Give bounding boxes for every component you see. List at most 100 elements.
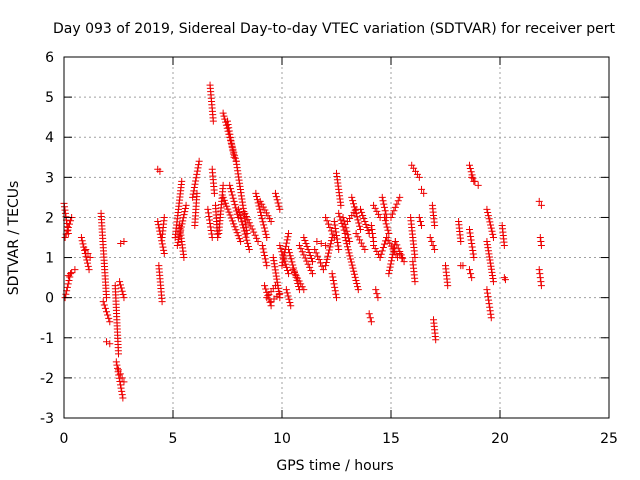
data-point xyxy=(309,270,317,278)
data-point xyxy=(225,208,233,216)
data-point xyxy=(226,130,234,138)
data-point xyxy=(465,266,473,274)
data-point xyxy=(388,210,396,218)
data-point xyxy=(457,238,465,246)
data-point xyxy=(371,245,379,253)
data-point xyxy=(317,240,325,248)
data-point xyxy=(77,234,85,241)
data-point xyxy=(489,278,497,286)
data-point xyxy=(66,273,74,281)
data-point xyxy=(369,234,377,241)
data-point xyxy=(283,239,291,247)
data-point xyxy=(467,270,475,278)
data-point xyxy=(306,263,314,271)
data-point xyxy=(274,199,282,207)
data-point xyxy=(350,200,358,208)
data-point xyxy=(468,243,476,251)
data-point xyxy=(233,229,241,237)
data-point xyxy=(278,262,286,270)
data-point xyxy=(333,231,340,239)
data-point xyxy=(309,258,317,266)
data-point xyxy=(182,201,190,209)
data-point xyxy=(290,264,298,272)
data-point xyxy=(158,298,166,306)
data-point xyxy=(489,234,497,241)
data-point xyxy=(465,161,473,169)
data-point xyxy=(117,284,125,292)
data-point xyxy=(373,207,381,215)
data-point xyxy=(244,216,252,224)
y-tick-label: -2 xyxy=(40,371,54,387)
data-point xyxy=(280,252,288,260)
data-point xyxy=(180,211,188,219)
data-point xyxy=(214,234,222,241)
data-point xyxy=(179,217,187,225)
data-point xyxy=(386,239,394,247)
data-point xyxy=(329,273,337,281)
data-point xyxy=(273,275,281,283)
data-point xyxy=(352,276,360,284)
data-point xyxy=(285,270,293,278)
data-point xyxy=(469,250,477,258)
data-point xyxy=(301,237,309,245)
data-point xyxy=(336,213,344,221)
data-point xyxy=(536,270,544,278)
data-point xyxy=(326,243,334,251)
data-point xyxy=(273,278,281,286)
data-point xyxy=(231,223,239,231)
data-point xyxy=(486,256,494,264)
data-point xyxy=(209,117,217,125)
data-point xyxy=(220,112,228,120)
data-point xyxy=(283,263,291,271)
x-tick-label: 10 xyxy=(273,431,291,447)
data-point xyxy=(219,181,227,189)
data-point xyxy=(288,258,296,266)
data-point xyxy=(418,185,426,193)
data-point xyxy=(297,280,305,288)
data-point xyxy=(387,213,395,221)
data-point xyxy=(363,223,371,231)
data-point xyxy=(332,228,340,236)
data-point xyxy=(356,225,364,233)
data-point xyxy=(266,215,274,223)
data-point xyxy=(234,205,242,213)
data-point xyxy=(253,234,261,242)
data-point xyxy=(330,217,338,225)
data-point xyxy=(385,266,393,274)
data-point xyxy=(537,242,545,250)
data-point xyxy=(232,226,240,234)
x-tick-label: 0 xyxy=(60,431,69,447)
data-point xyxy=(273,196,281,204)
data-point xyxy=(228,217,236,225)
data-point xyxy=(86,254,94,262)
data-point xyxy=(341,234,349,241)
data-point xyxy=(300,286,308,294)
data-point xyxy=(227,185,235,193)
data-point xyxy=(359,211,367,219)
data-point xyxy=(300,234,308,241)
data-point xyxy=(364,226,372,234)
data-point xyxy=(418,221,426,229)
data-point xyxy=(334,239,342,247)
data-point xyxy=(485,296,493,304)
data-point xyxy=(483,289,491,297)
data-point xyxy=(258,242,266,250)
data-point xyxy=(323,255,331,263)
data-point xyxy=(535,197,543,205)
data-point xyxy=(301,254,309,262)
data-point xyxy=(353,213,361,221)
data-point xyxy=(342,224,350,232)
data-point xyxy=(431,221,439,229)
data-point xyxy=(119,394,127,402)
data-point xyxy=(297,245,305,253)
data-point xyxy=(387,257,395,265)
data-point xyxy=(484,293,492,301)
data-point xyxy=(271,263,279,271)
data-point xyxy=(343,227,351,235)
data-point xyxy=(489,275,497,283)
data-point xyxy=(271,189,279,197)
data-point xyxy=(335,246,343,254)
data-point xyxy=(377,250,385,258)
data-point xyxy=(284,233,292,241)
data-point xyxy=(195,157,203,165)
